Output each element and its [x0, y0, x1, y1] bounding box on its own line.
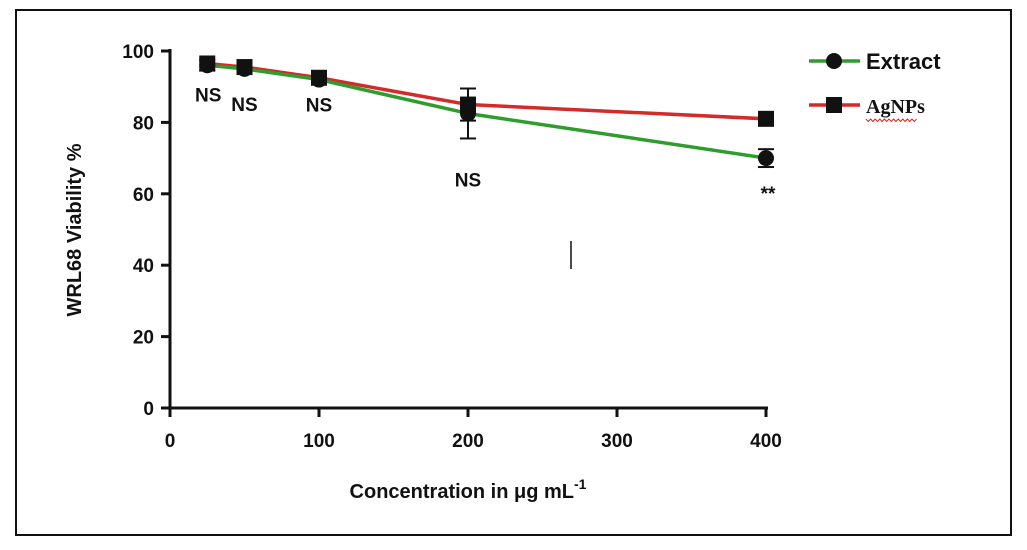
x-axis-label-text: Concentration in μg mL	[350, 481, 574, 503]
legend-label-underline	[865, 118, 917, 123]
annotation-label: NS	[231, 95, 257, 116]
series-line-extract	[207, 63, 767, 160]
x-tick-label: 400	[750, 431, 782, 452]
x-tick-label: 100	[303, 431, 335, 452]
data-point-circle	[460, 105, 476, 122]
legend: Extract AgNPs	[809, 49, 941, 123]
series-line-agnps	[207, 61, 767, 121]
x-tick-label: 200	[452, 431, 484, 452]
y-tick-label: 20	[133, 328, 154, 349]
legend-marker-agnps	[826, 97, 842, 113]
axes: 0 20 40 60 80 100 0 100 200 300 400 Concentration i…	[64, 42, 782, 503]
y-tick-label: 40	[133, 256, 154, 277]
data-markers	[199, 55, 774, 167]
legend-label-agnps: AgNPs	[866, 96, 925, 118]
annotation-label: NS	[455, 170, 481, 191]
data-point-circle	[311, 71, 327, 88]
figure-frame	[15, 9, 1012, 536]
y-tick-label: 80	[133, 113, 154, 134]
y-tick-label: 100	[122, 42, 154, 63]
x-tick-label: 0	[165, 431, 176, 452]
x-axis-label-superscript: -1	[574, 476, 587, 492]
annotation-label: NS	[195, 85, 221, 106]
series-lines	[207, 61, 767, 160]
data-point-circle	[236, 60, 253, 77]
y-tick-label: 60	[133, 185, 154, 206]
annotation-label: NS	[306, 96, 332, 117]
data-point-square	[758, 110, 774, 127]
y-tick-label: 0	[143, 399, 154, 420]
x-tick-label: 300	[601, 431, 633, 452]
annotation-label: **	[761, 184, 776, 205]
data-point-circle	[199, 57, 216, 74]
annotations: NS NS NS NS **	[195, 85, 776, 205]
x-axis-label: Concentration in μg mL-1	[350, 476, 587, 503]
data-point-circle	[758, 150, 774, 167]
legend-label-extract: Extract	[866, 49, 941, 74]
y-axis-label: WRL68 Viability %	[64, 143, 86, 316]
legend-marker-extract	[826, 53, 842, 69]
